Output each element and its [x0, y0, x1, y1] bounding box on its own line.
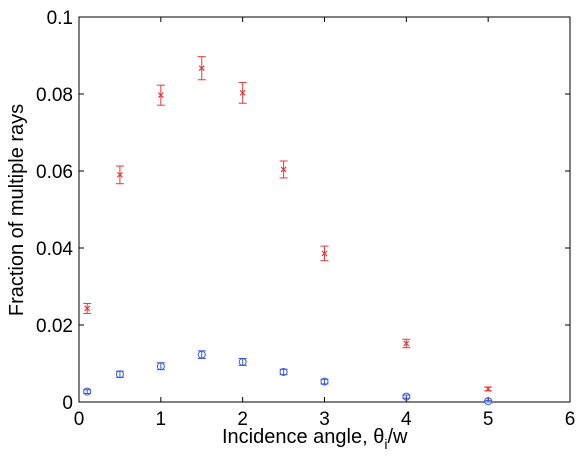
data-point-o [115, 370, 124, 379]
data-point-o [402, 392, 411, 401]
data-point-x [239, 89, 246, 96]
y-tick-label: 0.06 [36, 162, 73, 183]
plot-frame [78, 16, 571, 403]
y-tick-label: 0.04 [36, 239, 73, 260]
data-point-x [280, 166, 287, 173]
y-tick-label: 0.08 [36, 85, 73, 106]
x-axis-label-subscript: i [384, 436, 387, 452]
x-tick-label: 6 [565, 409, 576, 430]
data-point-x [157, 92, 164, 99]
data-point-x [198, 65, 205, 72]
y-tick-label: 0 [62, 393, 73, 414]
data-point-o [484, 397, 493, 406]
data-point-x [403, 340, 410, 347]
error-bar [402, 394, 411, 399]
x-tick-label: 3 [319, 409, 330, 430]
y-tick-label: 0.1 [47, 8, 73, 29]
y-tick-labels: 0 0.02 0.04 0.06 0.08 0.1 [36, 8, 73, 414]
series-2 [83, 350, 493, 406]
data-point-o [156, 362, 165, 371]
data-point-o [197, 350, 206, 359]
x-axis-label-main: Incidence angle, θ [222, 426, 384, 448]
y-tick-label: 0.02 [36, 316, 73, 337]
data-point-x [116, 171, 123, 178]
data-point-o [238, 357, 247, 366]
series-1 [83, 56, 493, 392]
x-axis-label-tail: /w [387, 426, 408, 448]
x-tick-label: 0 [74, 409, 85, 430]
data-point-x [321, 250, 328, 257]
data-point-o [320, 377, 329, 386]
data-point-o [279, 367, 288, 376]
x-tick-labels: 0 1 2 3 4 5 6 [74, 409, 576, 430]
x-tick-label: 2 [237, 409, 248, 430]
x-tick-label: 5 [483, 409, 494, 430]
data-point-o [83, 387, 92, 396]
data-marks [83, 56, 493, 406]
x-tick-label: 4 [401, 409, 412, 430]
x-tick-label: 1 [156, 409, 167, 430]
data-point-x [485, 385, 492, 392]
x-axis-label: Incidence angle, θi/w [222, 426, 408, 452]
y-axis-label: Fraction of multiple rays [6, 104, 28, 316]
data-point-x [84, 305, 91, 312]
ticks [78, 16, 571, 403]
error-bar [484, 399, 493, 403]
